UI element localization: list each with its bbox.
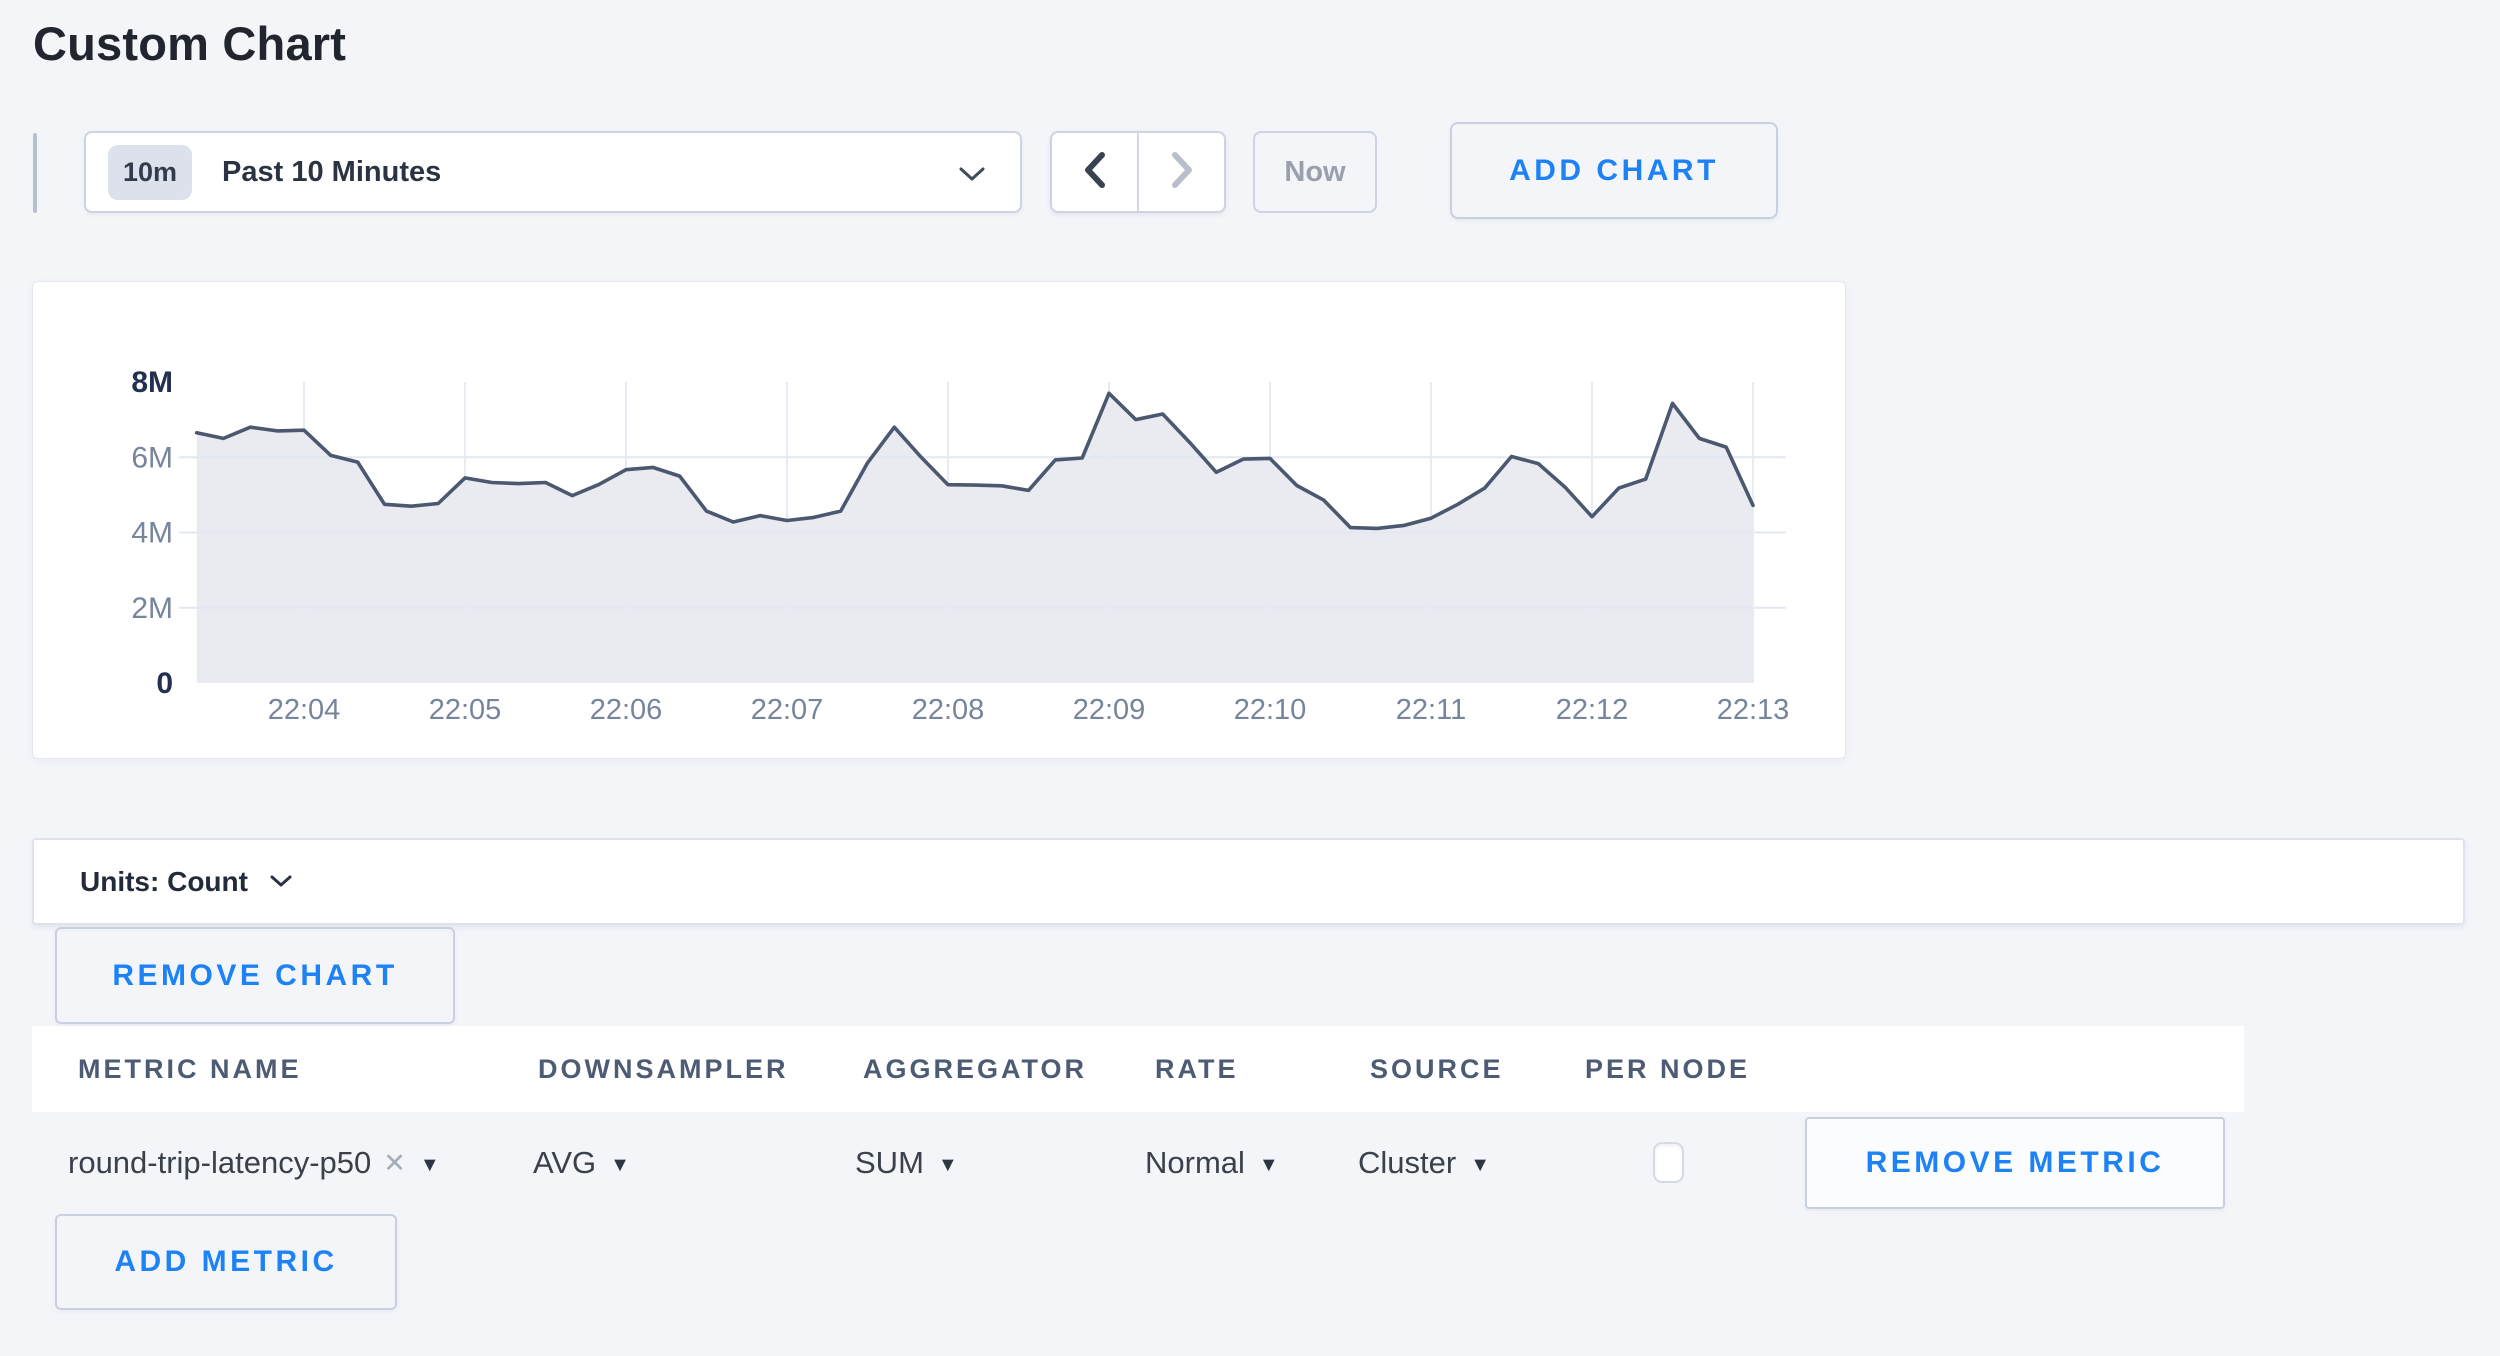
x-axis-tick-label: 22:06 — [590, 694, 663, 726]
next-interval-button[interactable] — [1137, 133, 1224, 211]
chevron-left-icon — [1078, 148, 1112, 197]
prev-interval-button[interactable] — [1052, 133, 1137, 211]
x-axis-tick-label: 22:13 — [1717, 694, 1790, 726]
aggregator-dropdown[interactable]: SUM ▼ — [855, 1120, 958, 1206]
y-axis-tick-label: 6M — [131, 441, 173, 474]
caret-down-icon: ▼ — [610, 1153, 630, 1176]
source-value: Cluster — [1358, 1145, 1457, 1180]
time-nav-group — [1050, 131, 1226, 213]
column-header-per-node: PER NODE — [1585, 1053, 1751, 1084]
caret-down-icon: ▼ — [419, 1153, 440, 1176]
rate-dropdown[interactable]: Normal ▼ — [1145, 1120, 1279, 1206]
add-chart-button[interactable]: ADD CHART — [1450, 122, 1778, 219]
chevron-down-icon — [270, 874, 292, 893]
column-header-rate: RATE — [1155, 1053, 1239, 1084]
time-range-label: Past 10 Minutes — [222, 155, 442, 188]
y-axis-tick-label: 8M — [131, 366, 173, 399]
source-dropdown[interactable]: Cluster ▼ — [1358, 1120, 1490, 1206]
remove-metric-x-icon[interactable]: ✕ — [383, 1147, 406, 1178]
caret-down-icon: ▼ — [1470, 1153, 1490, 1176]
column-header-source: SOURCE — [1370, 1053, 1504, 1084]
page-title: Custom Chart — [33, 17, 347, 70]
time-range-badge: 10m — [108, 144, 193, 200]
x-axis-tick-label: 22:12 — [1556, 694, 1629, 726]
metric-name-value: round-trip-latency-p50 — [68, 1145, 372, 1180]
remove-chart-button[interactable]: REMOVE CHART — [55, 927, 455, 1024]
x-axis-tick-label: 22:04 — [268, 694, 341, 726]
x-axis-tick-label: 22:11 — [1396, 694, 1466, 726]
table-row: round-trip-latency-p50 ✕ ▼ AVG ▼ SUM ▼ N… — [32, 1120, 2244, 1206]
time-range-select[interactable]: 10m Past 10 Minutes — [84, 131, 1022, 213]
x-axis-tick-label: 22:10 — [1234, 694, 1307, 726]
column-header-downsampler: DOWNSAMPLER — [538, 1053, 789, 1084]
metric-name-dropdown[interactable]: round-trip-latency-p50 ✕ ▼ — [68, 1120, 440, 1206]
x-axis-tick-label: 22:09 — [1073, 694, 1146, 726]
chevron-right-icon — [1165, 148, 1199, 197]
x-axis-tick-label: 22:08 — [912, 694, 985, 726]
now-button[interactable]: Now — [1253, 131, 1377, 213]
column-header-metric-name: METRIC NAME — [78, 1053, 302, 1084]
y-axis-tick-label: 2M — [131, 592, 173, 625]
column-header-aggregator: AGGREGATOR — [863, 1053, 1088, 1084]
metrics-table-header: METRIC NAME DOWNSAMPLER AGGREGATOR RATE … — [32, 1026, 2244, 1112]
downsampler-dropdown[interactable]: AVG ▼ — [533, 1120, 630, 1206]
downsampler-value: AVG — [533, 1145, 597, 1180]
units-select[interactable]: Units: Count — [32, 838, 2465, 925]
add-metric-button[interactable]: ADD METRIC — [55, 1214, 397, 1310]
x-axis-tick-label: 22:07 — [751, 694, 824, 726]
remove-metric-button[interactable]: REMOVE METRIC — [1805, 1117, 2225, 1209]
units-select-label: Units: Count — [80, 865, 248, 897]
y-axis-tick-label: 0 — [156, 667, 173, 700]
x-axis-tick-label: 22:05 — [429, 694, 502, 726]
custom-chart-svg: 0 2M 4M 6M 8M 22:04 22:05 22:06 22:07 22:08 22:09 2… — [131, 366, 1790, 726]
y-axis-tick-label: 4M — [131, 517, 173, 550]
custom-chart-card: 0 2M 4M 6M 8M 22:04 22:05 22:06 22:07 22:08 22:09 2… — [32, 281, 1846, 759]
aggregator-value: SUM — [855, 1145, 924, 1180]
per-node-checkbox[interactable] — [1653, 1142, 1684, 1183]
caret-down-icon: ▼ — [937, 1153, 958, 1176]
chevron-down-icon — [958, 165, 986, 188]
rate-value: Normal — [1145, 1145, 1245, 1180]
toolbar-divider — [33, 133, 37, 213]
caret-down-icon: ▼ — [1258, 1153, 1279, 1176]
